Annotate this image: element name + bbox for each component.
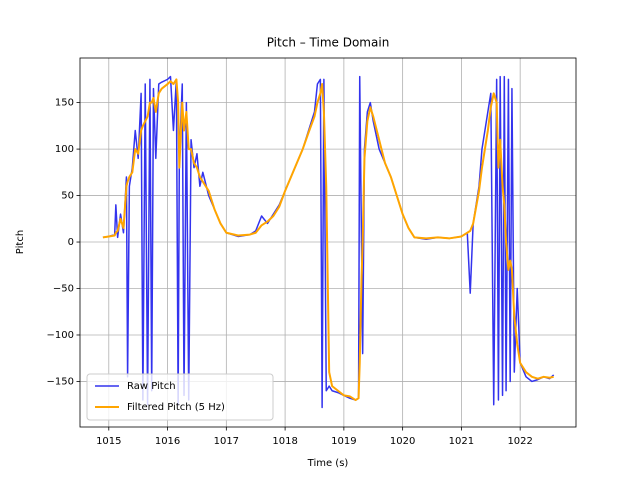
legend-label: Filtered Pitch (5 Hz) xyxy=(127,402,225,413)
legend-label: Raw Pitch xyxy=(127,381,176,392)
x-tick-label: 1017 xyxy=(214,436,239,447)
chart-title: Pitch – Time Domain xyxy=(267,36,390,50)
x-tick-label: 1018 xyxy=(272,436,297,447)
x-tick-label: 1016 xyxy=(155,436,180,447)
legend-box xyxy=(86,373,274,421)
y-tick-label: −150 xyxy=(47,376,74,387)
y-tick-label: 150 xyxy=(55,98,74,109)
x-tick-label: 1015 xyxy=(96,436,121,447)
x-tick-label: 1022 xyxy=(507,436,532,447)
y-tick-label: 50 xyxy=(61,191,74,202)
x-tick-label: 1021 xyxy=(449,436,474,447)
y-tick-label: −50 xyxy=(53,284,74,295)
plot-frame xyxy=(79,57,577,428)
y-tick-label: 0 xyxy=(68,237,74,248)
data-line xyxy=(102,75,555,409)
x-tick-label: 1020 xyxy=(390,436,415,447)
x-tick-label: 1019 xyxy=(331,436,356,447)
y-tick-label: −100 xyxy=(47,330,74,341)
x-axis-label: Time (s) xyxy=(307,458,349,469)
data-line xyxy=(102,78,554,402)
y-tick-label: 100 xyxy=(55,144,74,155)
y-axis-label: Pitch xyxy=(15,230,26,254)
